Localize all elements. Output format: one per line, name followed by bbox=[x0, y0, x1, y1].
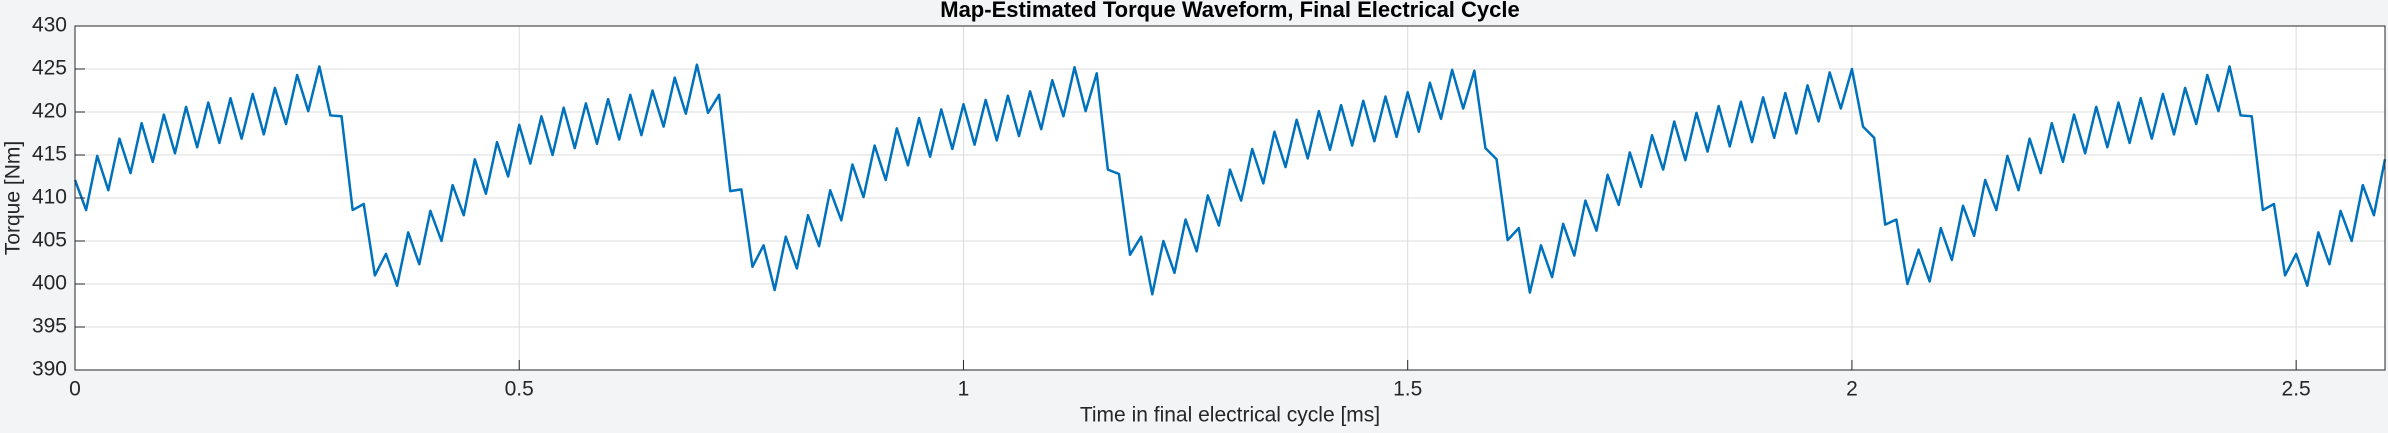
y-tick-label: 430 bbox=[32, 14, 67, 37]
torque-line bbox=[73, 63, 2387, 296]
y-tick-label: 420 bbox=[32, 100, 67, 123]
y-tick-label: 390 bbox=[32, 358, 67, 381]
x-tick-label: 0 bbox=[69, 378, 81, 401]
x-tick-label: 1.5 bbox=[1393, 378, 1422, 401]
y-tick-label: 410 bbox=[32, 186, 67, 209]
x-tick-label: 2.5 bbox=[2282, 378, 2311, 401]
x-tick-label: 2 bbox=[1846, 378, 1858, 401]
chart-title: Map-Estimated Torque Waveform, Final Ele… bbox=[940, 0, 1520, 22]
labels: 390 395 400 405 410 415 420 425 430 0 0.5 1 1.5 2 2.5 bbox=[32, 14, 2311, 401]
y-tick-label: 405 bbox=[32, 229, 67, 252]
y-axis-label: Torque [Nm] bbox=[2, 141, 25, 255]
y-tick-label: 400 bbox=[32, 272, 67, 295]
y-tick-label: 415 bbox=[32, 143, 67, 166]
y-tick-label: 395 bbox=[32, 315, 67, 338]
x-axis-label: Time in final electrical cycle [ms] bbox=[1080, 404, 1380, 427]
x-tick-label: 1 bbox=[958, 378, 970, 401]
x-tick-label: 0.5 bbox=[505, 378, 534, 401]
marks bbox=[73, 63, 2387, 296]
y-tick-label: 425 bbox=[32, 57, 67, 80]
